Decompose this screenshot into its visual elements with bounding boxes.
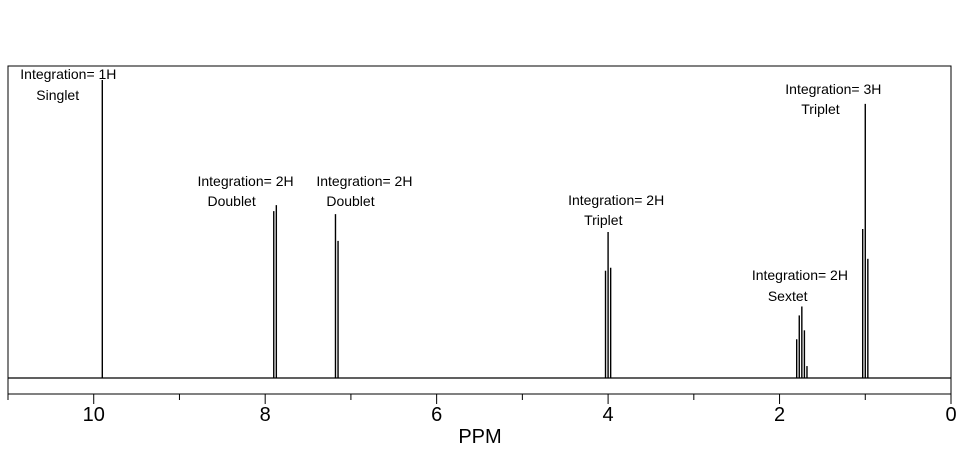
x-axis-title: PPM [458,426,501,448]
annotation-multiplicity: Triplet [801,101,839,117]
peaks-layer [101,80,869,378]
x-tick-label: 4 [603,404,614,426]
annotation-multiplicity: Triplet [584,212,622,228]
annotation-multiplicity: Doublet [207,193,255,209]
annotation-integration: Integration= 2H [752,267,848,283]
annotation-integration: Integration= 2H [197,173,293,189]
plot-frame [7,65,952,395]
x-axis-ticks: 10 8 6 4 2 0 [7,394,957,426]
x-tick-label: 2 [774,404,785,426]
annotation-integration: Integration= 1H [20,66,116,82]
x-tick-label: 10 [83,404,105,426]
annotation-multiplicity: Singlet [36,87,79,103]
annotation-integration: Integration= 3H [785,81,881,97]
x-tick-label: 8 [260,404,271,426]
annotation-integration: Integration= 2H [568,192,664,208]
annotation-integration: Integration= 2H [316,173,412,189]
annotations-layer: Integration= 1H Singlet Integration= 2H Dou… [20,66,881,304]
annotation-multiplicity: Doublet [326,193,374,209]
x-tick-label: 0 [945,404,956,426]
annotation-multiplicity: Sextet [768,288,808,304]
x-tick-label: 6 [431,404,442,426]
